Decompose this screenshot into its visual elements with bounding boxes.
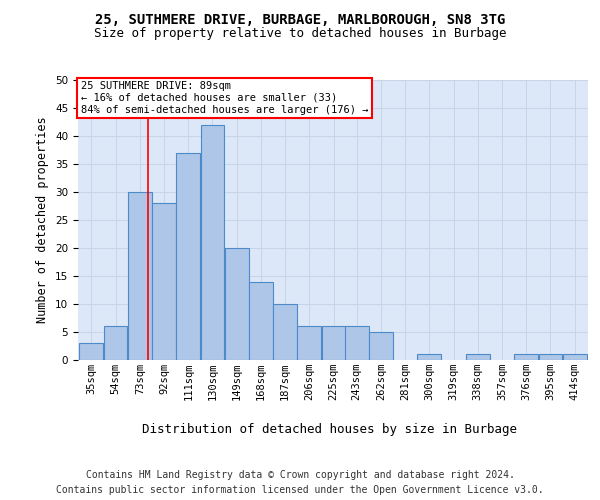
Bar: [128, 192, 152, 360]
Bar: [466, 354, 490, 360]
Bar: [539, 354, 562, 360]
Text: Distribution of detached houses by size in Burbage: Distribution of detached houses by size …: [143, 422, 517, 436]
Bar: [104, 326, 127, 360]
Bar: [418, 354, 441, 360]
Bar: [249, 282, 273, 360]
Bar: [225, 248, 248, 360]
Text: Contains public sector information licensed under the Open Government Licence v3: Contains public sector information licen…: [56, 485, 544, 495]
Bar: [514, 354, 538, 360]
Text: 25 SUTHMERE DRIVE: 89sqm
← 16% of detached houses are smaller (33)
84% of semi-d: 25 SUTHMERE DRIVE: 89sqm ← 16% of detach…: [80, 82, 368, 114]
Bar: [152, 203, 176, 360]
Text: Contains HM Land Registry data © Crown copyright and database right 2024.: Contains HM Land Registry data © Crown c…: [86, 470, 514, 480]
Y-axis label: Number of detached properties: Number of detached properties: [37, 116, 49, 324]
Bar: [200, 125, 224, 360]
Bar: [369, 332, 393, 360]
Text: Size of property relative to detached houses in Burbage: Size of property relative to detached ho…: [94, 28, 506, 40]
Bar: [344, 326, 368, 360]
Bar: [79, 343, 103, 360]
Bar: [273, 304, 297, 360]
Bar: [563, 354, 587, 360]
Text: 25, SUTHMERE DRIVE, BURBAGE, MARLBOROUGH, SN8 3TG: 25, SUTHMERE DRIVE, BURBAGE, MARLBOROUGH…: [95, 12, 505, 26]
Bar: [322, 326, 346, 360]
Bar: [176, 153, 200, 360]
Bar: [298, 326, 322, 360]
